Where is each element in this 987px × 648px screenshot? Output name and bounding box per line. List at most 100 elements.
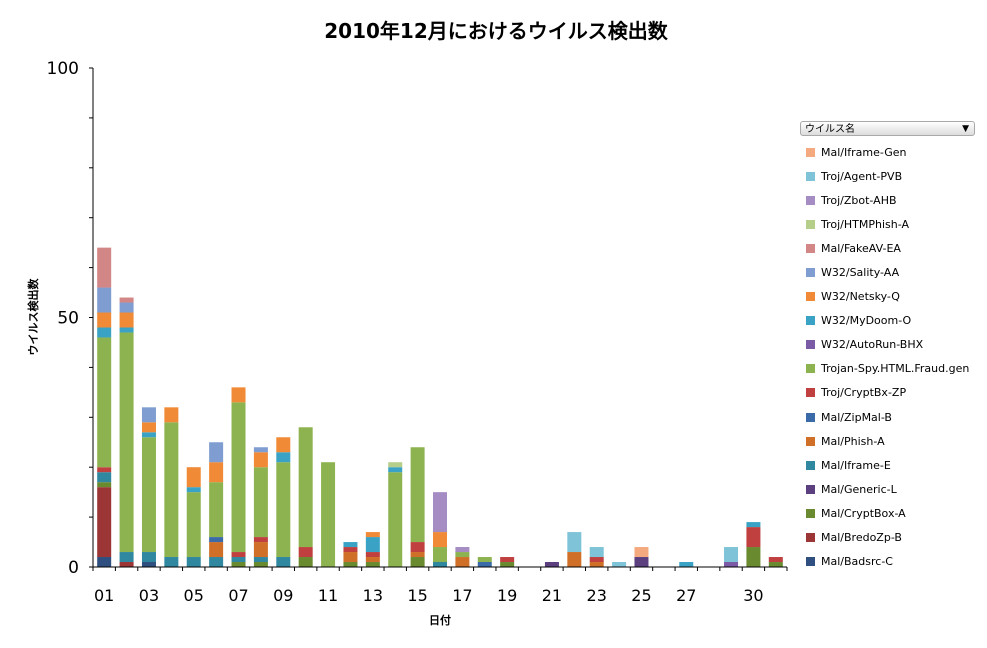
legend-label: W32/MyDoom-O [821, 314, 912, 328]
bar-segment-06-s11 [209, 462, 224, 483]
bar-segment-07-s2 [231, 562, 246, 567]
bar-segment-31-s2 [768, 562, 783, 567]
bar-segment-04-s11 [164, 407, 179, 423]
bar-segment-08-s12 [253, 447, 268, 453]
bar-segment-01-s4 [97, 472, 112, 483]
bar-segment-11-s8 [321, 462, 336, 567]
x-tick-label: 03 [139, 586, 159, 605]
bar-segment-29-s16 [724, 547, 739, 563]
legend-swatch [806, 484, 815, 494]
bar-segment-02-s1 [119, 562, 134, 567]
legend-label: Troj/HTMPhish-A [821, 217, 909, 231]
bar-segment-13-s11 [365, 532, 380, 538]
bar-segment-08-s5 [253, 542, 268, 558]
legend-label: W32/Netsky-Q [821, 290, 900, 304]
legend-item: Troj/Zbot-AHB [800, 188, 975, 212]
bar-segment-23-s7 [589, 557, 604, 563]
x-tick-label: 05 [184, 586, 204, 605]
legend-item: Mal/Badsrc-C [800, 550, 975, 574]
legend-swatch [806, 412, 815, 422]
legend-swatch [806, 316, 815, 326]
bar-segment-07-s8 [231, 402, 246, 553]
legend-item: W32/AutoRun-BHX [800, 333, 975, 357]
legend-label: Troj/Agent-PVB [821, 169, 903, 183]
bar-segment-04-s4 [164, 557, 179, 567]
legend-swatch [806, 292, 815, 302]
bar-segment-08-s8 [253, 467, 268, 538]
legend-swatch [806, 268, 815, 278]
bar-segment-15-s2 [410, 557, 425, 567]
legend-item: Troj/HTMPhish-A [800, 212, 975, 236]
bar-segment-15-s7 [410, 542, 425, 553]
legend-swatch [806, 388, 815, 398]
bar-segment-09-s10 [276, 452, 291, 463]
bar-segment-27-s10 [679, 562, 694, 567]
legend-item: Mal/FakeAV-EA [800, 236, 975, 260]
bar-segment-02-s8 [119, 332, 134, 553]
legend-swatch [806, 171, 815, 181]
legend-item: Mal/Phish-A [800, 429, 975, 453]
bar-segment-09-s8 [276, 462, 291, 558]
x-tick-label: 21 [542, 586, 562, 605]
bar-segment-03-s10 [141, 432, 156, 438]
bar-segment-05-s8 [186, 492, 201, 558]
bar-segment-04-s8 [164, 422, 179, 558]
bar-segment-17-s5 [455, 557, 470, 567]
bar-segment-02-s4 [119, 552, 134, 563]
bar-segment-22-s5 [567, 552, 582, 567]
bar-segment-21-s3 [544, 562, 559, 567]
legend-filter-dropdown[interactable]: ウイルス名 ▼ [800, 121, 975, 136]
bar-segment-06-s12 [209, 442, 224, 463]
bar-segment-16-s8 [433, 547, 447, 563]
bar-segment-12-s10 [343, 542, 358, 548]
legend-label: Mal/CryptBox-A [821, 506, 906, 520]
bar-segment-30-s7 [746, 527, 761, 548]
legend-item: W32/Netsky-Q [800, 285, 975, 309]
bar-segment-05-s10 [186, 487, 201, 493]
bar-segment-01-s10 [97, 327, 112, 338]
x-tick-label: 11 [318, 586, 338, 605]
legend-item: Mal/ZipMal-B [800, 405, 975, 429]
bar-segment-10-s8 [298, 427, 313, 548]
bar-segment-17-s15 [455, 547, 470, 553]
bar-segment-13-s5 [365, 557, 380, 563]
bar-segment-12-s7 [343, 547, 358, 553]
legend-swatch [806, 508, 815, 518]
legend-swatch [806, 436, 815, 446]
y-axis-label: ウイルス検出数 [26, 278, 40, 356]
bar-segment-06-s4 [209, 557, 224, 567]
bar-segment-01-s12 [97, 287, 112, 313]
bar-segment-15-s8 [410, 447, 425, 543]
bar-segment-08-s11 [253, 452, 268, 468]
bar-segment-12-s2 [343, 562, 358, 567]
bar-segment-13-s10 [365, 537, 380, 553]
legend: ウイルス名 ▼ Mal/Iframe-Gen Troj/Agent-PVB Troj… [800, 121, 975, 574]
bar-segment-09-s4 [276, 557, 291, 567]
bar-segment-05-s11 [186, 467, 201, 488]
legend-label: Mal/BredoZp-B [821, 531, 902, 545]
legend-label: Trojan-Spy.HTML.Fraud.gen [821, 362, 970, 376]
bar-segment-01-s1 [97, 487, 112, 558]
bar-segment-19-s7 [500, 557, 515, 563]
legend-item: Mal/Iframe-Gen [800, 140, 975, 164]
chart-title: 2010年12月におけるウイルス検出数 [324, 19, 668, 43]
axes-group: 0 50 100 01 03 05 07 09 11 13 15 17 19 21 23 25 27 30 [47, 59, 788, 605]
bar-segment-07-s11 [231, 387, 246, 403]
x-tick-label: 01 [94, 586, 114, 605]
bar-segment-14-s10 [388, 467, 403, 473]
bar-segment-16-s15 [433, 492, 447, 533]
bar-segment-03-s11 [141, 422, 156, 433]
x-tick-label: 25 [631, 586, 651, 605]
legend-label: Mal/Phish-A [821, 434, 885, 448]
x-tick-label: 27 [676, 586, 696, 605]
legend-swatch [806, 340, 815, 350]
bar-segment-10-s7 [298, 547, 313, 558]
bar-segment-01-s8 [97, 337, 112, 468]
bar-segment-06-s5 [209, 542, 224, 558]
legend-list: Mal/Iframe-Gen Troj/Agent-PVB Troj/Zbot-AH… [800, 140, 975, 574]
legend-item: Mal/BredoZp-B [800, 526, 975, 550]
bar-segment-18-s6 [477, 562, 492, 567]
legend-label: Troj/Zbot-AHB [821, 193, 897, 207]
bar-segment-15-s5 [410, 552, 425, 558]
x-tick-label: 15 [407, 586, 427, 605]
